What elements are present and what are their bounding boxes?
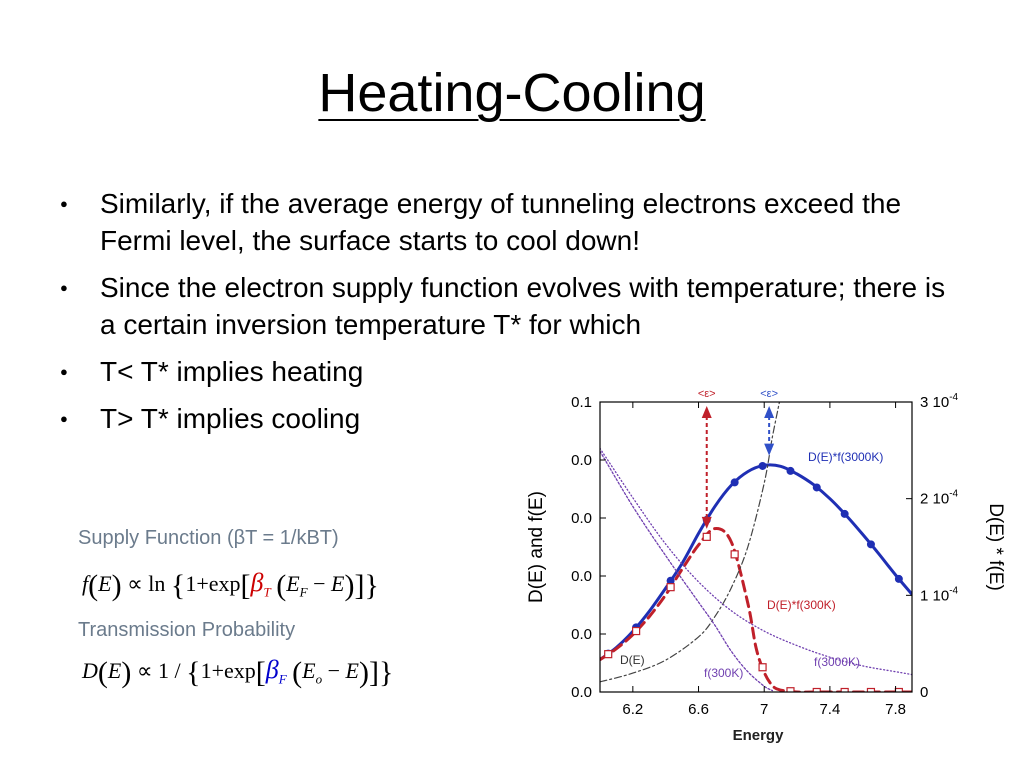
y-left-tick-label-2: 0.0 — [571, 510, 592, 527]
epsilon-label-1: <ε> — [760, 388, 778, 400]
bullet-item: Since the electron supply function evolv… — [60, 269, 960, 343]
eo-sub: o — [315, 671, 323, 687]
marker-square-300k-9 — [866, 687, 876, 692]
x-tick-label-3: 7.4 — [819, 701, 840, 718]
e-symbol-2: E — [345, 658, 359, 683]
x-tick-label-4: 7.8 — [885, 701, 906, 718]
ef-symbol: E — [286, 571, 300, 596]
marker-square-300k-0 — [604, 650, 613, 659]
d-symbol: D — [82, 658, 98, 683]
slide-title: Heating-Cooling — [318, 63, 706, 123]
bullet-item: T< T* implies heating — [60, 353, 460, 390]
epsilon-arrow-head-top-0 — [701, 406, 712, 418]
minus-sign: − — [307, 571, 332, 596]
e-symbol-2: E — [331, 571, 345, 596]
marker-square-300k-4 — [730, 550, 739, 559]
transmission-probability-caption: Transmission Probability — [78, 619, 296, 641]
supply-function-caption: Supply Function (βT = 1/kBT) — [78, 527, 339, 549]
x-tick-label-1: 6.6 — [688, 701, 709, 718]
one-plus: 1+ — [200, 658, 224, 683]
series-line-2 — [600, 402, 781, 683]
series-line-3 — [600, 450, 774, 692]
marker-square-300k-5 — [758, 663, 767, 672]
y-left-tick-label-4: 0.0 — [571, 626, 592, 643]
epsilon-label-0: <ε> — [698, 388, 716, 400]
e-symbol: E — [98, 571, 112, 596]
marker-square-300k-2 — [666, 583, 675, 592]
series-line-1 — [600, 527, 912, 692]
y-right-tick-label-2: 1 10-4 — [920, 585, 959, 604]
plot-frame — [599, 401, 913, 693]
energy-distribution-chart: 6.2 6.6 7 7.4 7.8 0.1 0.0 0.0 0.0 0.0 0.0 3 10-4 2 1… — [526, 388, 1006, 744]
exp-text: exp — [224, 658, 256, 683]
marker-square-300k-6 — [786, 687, 795, 692]
marker-circle-3000k-8 — [840, 509, 849, 518]
annotation-layer: <ε> <ε> — [698, 388, 778, 529]
marker-square-300k-3 — [702, 532, 711, 541]
transmission-formula: D(E) ∝ 1 / {1+exp[βF (Eo − E)]} — [82, 655, 394, 689]
exp-text: exp — [208, 571, 241, 596]
marker-circle-3000k-5 — [758, 461, 767, 470]
beta-t-symbol: β — [250, 568, 264, 597]
y-right-tick-label-1: 2 10-4 — [920, 489, 959, 508]
marker-circle-3000k-7 — [812, 483, 821, 492]
bullet-item: T> T* implies cooling — [60, 400, 460, 437]
label-f300k: f(300K) — [704, 666, 743, 680]
marker-circle-3000k-9 — [866, 540, 875, 549]
epsilon-arrow-head-top-1 — [764, 406, 775, 418]
x-tick-label-2: 7 — [760, 701, 768, 718]
proportional-ln: ∝ ln — [127, 571, 166, 596]
beta-f-symbol: β — [265, 655, 279, 684]
series-line-0 — [600, 463, 912, 662]
x-axis-label: Energy — [733, 727, 785, 744]
marker-circle-3000k-4 — [730, 478, 739, 487]
bullet-list: Similarly, if the average energy of tunn… — [60, 185, 960, 447]
supply-function-formula: f(E) ∝ ln {1+exp[βT (EF − E)]} — [82, 568, 379, 602]
marker-square-300k-10 — [894, 687, 903, 692]
minus-sign: − — [322, 658, 346, 683]
y-right-tick-label-0: 3 10-4 — [920, 392, 959, 411]
marker-square-300k-8 — [840, 687, 849, 692]
e-symbol: E — [107, 658, 122, 683]
marker-circle-3000k-6 — [786, 466, 795, 475]
ef-sub: F — [299, 584, 308, 600]
y-left-tick-label-3: 0.0 — [571, 568, 592, 585]
marker-square-300k-7 — [812, 687, 821, 692]
y-axis-label-right: D(E) * f(E) — [985, 503, 1006, 591]
y-right-tick-label-3: 0 — [920, 684, 928, 701]
y-left-tick-label-0: 0.1 — [571, 394, 592, 411]
f-symbol: f — [82, 571, 89, 596]
one-plus: 1+ — [185, 571, 209, 596]
epsilon-arrow-head-bottom-1 — [764, 443, 775, 456]
proportional-one-over: ∝ 1 / — [136, 658, 181, 683]
y-left-tick-label-5: 0.0 — [571, 684, 592, 701]
series-layer — [600, 402, 912, 692]
eo-symbol: E — [302, 658, 316, 683]
y-left-tick-label-1: 0.0 — [571, 452, 592, 469]
ticks-layer: 6.2 6.6 7 7.4 7.8 0.1 0.0 0.0 0.0 0.0 0.0 3 10-4 2 1… — [571, 392, 958, 718]
beta-t-sub: T — [263, 584, 271, 600]
marker-square-300k-1 — [632, 626, 641, 636]
label-f3000k: f(3000K) — [814, 655, 860, 669]
series-line-4 — [600, 447, 912, 676]
beta-f-sub: F — [278, 671, 287, 687]
bullet-item: Similarly, if the average energy of tunn… — [60, 185, 960, 259]
y-axis-label-left: D(E) and f(E) — [526, 491, 547, 603]
label-de: D(E) — [620, 653, 645, 667]
marker-circle-3000k-10 — [894, 574, 903, 583]
label-d-f3000k: D(E)*f(3000K) — [808, 450, 883, 464]
marker-circle-3000k-2 — [666, 576, 675, 585]
label-d-f300k: D(E)*f(300K) — [767, 598, 836, 612]
epsilon-arrow-head-bottom-0 — [701, 516, 712, 529]
x-tick-label-0: 6.2 — [622, 701, 643, 718]
